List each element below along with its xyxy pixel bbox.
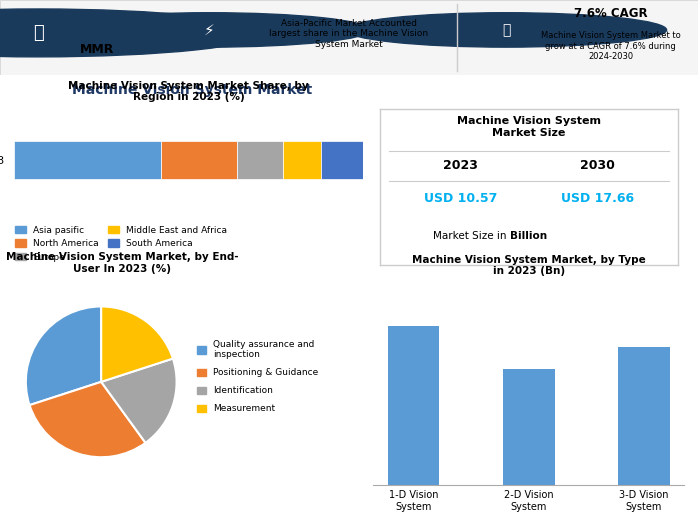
- Bar: [387, 326, 440, 485]
- Bar: [14, 141, 161, 179]
- Wedge shape: [101, 307, 173, 382]
- Bar: [321, 141, 363, 179]
- Bar: [237, 141, 283, 179]
- Wedge shape: [26, 307, 101, 405]
- Text: USD 17.66: USD 17.66: [560, 192, 634, 205]
- FancyBboxPatch shape: [0, 0, 698, 75]
- Text: ⚡: ⚡: [204, 22, 215, 38]
- Text: Asia-Pacific Market Accounted
largest share in the Machine Vision
System Market: Asia-Pacific Market Accounted largest sh…: [269, 19, 429, 49]
- Text: Machine Vision System Market: Machine Vision System Market: [72, 83, 312, 97]
- Text: 2030: 2030: [579, 159, 614, 172]
- Text: 7.6% CAGR: 7.6% CAGR: [574, 7, 648, 20]
- Bar: [161, 141, 237, 179]
- Title: Machine Vision System Market, by Type
in 2023 (Bn): Machine Vision System Market, by Type in…: [412, 255, 646, 276]
- Circle shape: [346, 13, 667, 47]
- Wedge shape: [101, 359, 177, 443]
- Text: 🌐: 🌐: [33, 24, 44, 42]
- Title: Machine Vision System Market Share, by
Region in 2023 (%): Machine Vision System Market Share, by R…: [68, 80, 309, 102]
- Bar: [618, 347, 670, 485]
- Text: Machine Vision System
Market Size: Machine Vision System Market Size: [456, 116, 601, 138]
- Text: Market Size in: Market Size in: [433, 231, 510, 241]
- Text: Machine Vision System Market to
grow at a CAGR of 7.6% during
2024-2030: Machine Vision System Market to grow at …: [541, 31, 681, 61]
- Circle shape: [0, 9, 262, 57]
- Text: 2023: 2023: [443, 159, 478, 172]
- Bar: [503, 368, 555, 485]
- Text: MMR: MMR: [80, 43, 114, 56]
- Legend: Quality assurance and
inspection, Positioning & Guidance, Identification, Measur: Quality assurance and inspection, Positi…: [193, 336, 322, 417]
- Text: Machine Vision System Market, by End-
User In 2023 (%): Machine Vision System Market, by End- Us…: [6, 252, 239, 274]
- Legend: Asia pasific, North America, Europe, Middle East and Africa, South America: Asia pasific, North America, Europe, Mid…: [11, 222, 230, 265]
- Wedge shape: [29, 382, 145, 457]
- Text: 🔥: 🔥: [502, 23, 510, 37]
- Text: Billion: Billion: [510, 231, 547, 241]
- Circle shape: [49, 13, 370, 47]
- Bar: [283, 141, 321, 179]
- Text: USD 10.57: USD 10.57: [424, 192, 497, 205]
